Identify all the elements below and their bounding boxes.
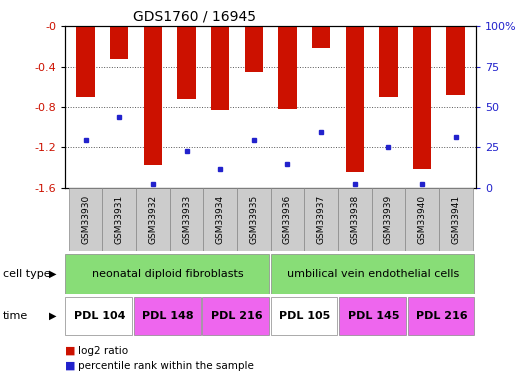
FancyBboxPatch shape [103, 188, 136, 251]
Text: ■: ■ [65, 361, 76, 370]
Text: GSM33941: GSM33941 [451, 195, 460, 244]
Text: PDL 216: PDL 216 [211, 311, 262, 321]
FancyBboxPatch shape [372, 188, 405, 251]
FancyBboxPatch shape [134, 297, 200, 335]
Bar [144, 26, 162, 165]
Text: GSM33932: GSM33932 [149, 195, 157, 244]
Bar [447, 26, 465, 95]
FancyBboxPatch shape [439, 188, 473, 251]
FancyBboxPatch shape [69, 188, 103, 251]
FancyBboxPatch shape [405, 188, 439, 251]
Bar [211, 26, 230, 110]
Bar [245, 26, 263, 72]
Text: GSM33940: GSM33940 [417, 195, 427, 244]
FancyBboxPatch shape [407, 297, 474, 335]
Text: PDL 145: PDL 145 [348, 311, 399, 321]
Bar [379, 26, 397, 97]
Text: GSM33935: GSM33935 [249, 195, 258, 244]
FancyBboxPatch shape [271, 188, 304, 251]
FancyBboxPatch shape [65, 297, 132, 335]
Text: log2 ratio: log2 ratio [78, 346, 129, 355]
Text: ■: ■ [65, 346, 76, 355]
FancyBboxPatch shape [271, 297, 337, 335]
Text: GSM33939: GSM33939 [384, 195, 393, 244]
Text: GSM33938: GSM33938 [350, 195, 359, 244]
Bar [346, 26, 364, 172]
Bar [110, 26, 129, 58]
FancyBboxPatch shape [203, 188, 237, 251]
Text: time: time [3, 311, 28, 321]
Text: GSM33933: GSM33933 [182, 195, 191, 244]
Bar [76, 26, 95, 97]
Text: umbilical vein endothelial cells: umbilical vein endothelial cells [287, 269, 459, 279]
Text: PDL 148: PDL 148 [142, 311, 194, 321]
Bar [413, 26, 431, 170]
FancyBboxPatch shape [169, 188, 203, 251]
FancyBboxPatch shape [271, 254, 474, 294]
Text: GSM33931: GSM33931 [115, 195, 124, 244]
Text: PDL 104: PDL 104 [74, 311, 126, 321]
Text: neonatal diploid fibroblasts: neonatal diploid fibroblasts [92, 269, 244, 279]
Text: cell type: cell type [3, 269, 50, 279]
Text: GSM33936: GSM33936 [283, 195, 292, 244]
FancyBboxPatch shape [237, 188, 271, 251]
FancyBboxPatch shape [136, 188, 169, 251]
Text: GSM33937: GSM33937 [316, 195, 326, 244]
Bar [177, 26, 196, 99]
Text: ▶: ▶ [49, 269, 56, 279]
Bar [312, 26, 331, 48]
Text: GDS1760 / 16945: GDS1760 / 16945 [133, 9, 256, 23]
Text: percentile rank within the sample: percentile rank within the sample [78, 361, 254, 370]
FancyBboxPatch shape [339, 297, 406, 335]
Text: GSM33934: GSM33934 [215, 195, 225, 244]
Text: GSM33930: GSM33930 [81, 195, 90, 244]
FancyBboxPatch shape [304, 188, 338, 251]
FancyBboxPatch shape [202, 297, 269, 335]
Text: PDL 216: PDL 216 [416, 311, 468, 321]
Text: ▶: ▶ [49, 311, 56, 321]
FancyBboxPatch shape [65, 254, 269, 294]
Bar [278, 26, 297, 109]
FancyBboxPatch shape [338, 188, 372, 251]
Text: PDL 105: PDL 105 [279, 311, 331, 321]
